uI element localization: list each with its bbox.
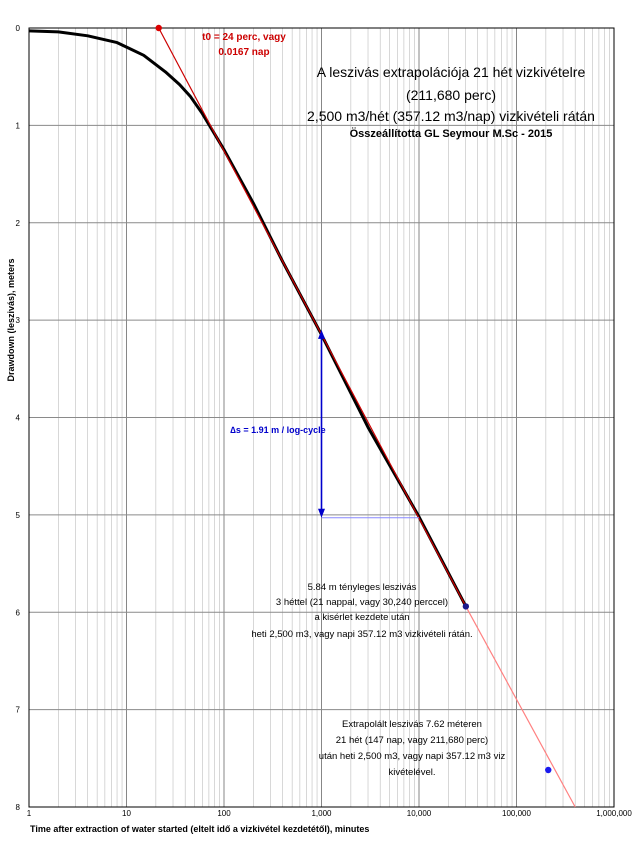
- x-tick-label: 1,000: [311, 809, 332, 818]
- plot-frame: [28, 27, 615, 808]
- actual-drawdown-annotation-line: 5.84 m tényleges leszivás: [308, 582, 417, 593]
- chart-title-line-2: (211,680 perc): [406, 87, 496, 103]
- x-tick-label: 100,000: [502, 809, 531, 818]
- y-tick-label: 7: [16, 706, 21, 715]
- tick-labels: 1 10 100 1,000 10,000 100,000 1,000,000 0 1 2 3 4 5 6…: [16, 24, 633, 818]
- series-layer: [28, 24, 576, 808]
- extrapolated-drawdown-annotation-line: kivételével.: [389, 767, 436, 778]
- actual-drawdown-annotation-line: heti 2,500 m3, vagy napi 357.12 m3 vizki…: [251, 629, 472, 640]
- actual-drawdown-annotation-line: 3 héttel (21 nappal, vagy 30,240 perccel…: [276, 597, 448, 608]
- grid: [29, 28, 614, 807]
- x-tick-label: 100: [217, 809, 231, 818]
- delta-s-label: ∆s = 1.91 m / log-cycle: [230, 425, 325, 435]
- extrapolated-drawdown-annotation-line: Extrapolált leszivás 7.62 méteren: [342, 719, 482, 730]
- x-tick-label: 10: [122, 809, 131, 818]
- delta-s-arrow-head-bottom: [318, 508, 325, 518]
- fit-line: [158, 27, 467, 607]
- actual-drawdown-annotation-line: a kisérlet kezdete után: [314, 612, 409, 623]
- t0-annotation-line: 0.0167 nap: [218, 47, 269, 58]
- annotations-layer: t0 = 24 perc, vagy 0.0167 nap ∆s = 1.91 m …: [202, 32, 505, 778]
- y-axis-label: Drawdown (leszivás), meters: [6, 258, 16, 381]
- x-tick-label: 10,000: [407, 809, 432, 818]
- delta-s-arrow-head-top: [318, 329, 325, 339]
- extrapolated-drawdown-annotation-line: 21 hét (147 nap, vagy 211,680 perc): [336, 735, 488, 746]
- extrapolation-line: [465, 606, 576, 808]
- y-tick-label: 1: [16, 121, 21, 130]
- y-tick-label: 5: [16, 511, 21, 520]
- extrapolated-point: [545, 766, 552, 774]
- actual-point: [462, 603, 470, 610]
- y-tick-label: 2: [16, 219, 21, 228]
- x-tick-label: 1,000,000: [596, 809, 632, 818]
- t0-point: [155, 24, 162, 32]
- chart-title-line-3: 2,500 m3/hét (357.12 m3/nap) vizkivételi…: [307, 108, 595, 124]
- x-axis-label: Time after extraction of water started (…: [30, 824, 369, 834]
- chart-subtitle: Összeállította GL Seymour M.Sc - 2015: [350, 127, 553, 140]
- y-tick-label: 6: [16, 608, 21, 617]
- y-tick-label: 0: [16, 24, 21, 33]
- y-tick-label: 3: [16, 316, 21, 325]
- observed-drawdown-curve: [28, 29, 468, 608]
- chart-title-line-1: A leszivás extrapolációja 21 hét vizkivé…: [317, 64, 586, 80]
- t0-annotation-line: t0 = 24 perc, vagy: [202, 32, 286, 43]
- extrapolated-drawdown-annotation-line: után heti 2,500 m3, vagy napi 357.12 m3 …: [319, 751, 506, 762]
- y-tick-label: 8: [16, 803, 21, 812]
- x-tick-label: 1: [27, 809, 32, 818]
- y-tick-label: 4: [16, 414, 21, 423]
